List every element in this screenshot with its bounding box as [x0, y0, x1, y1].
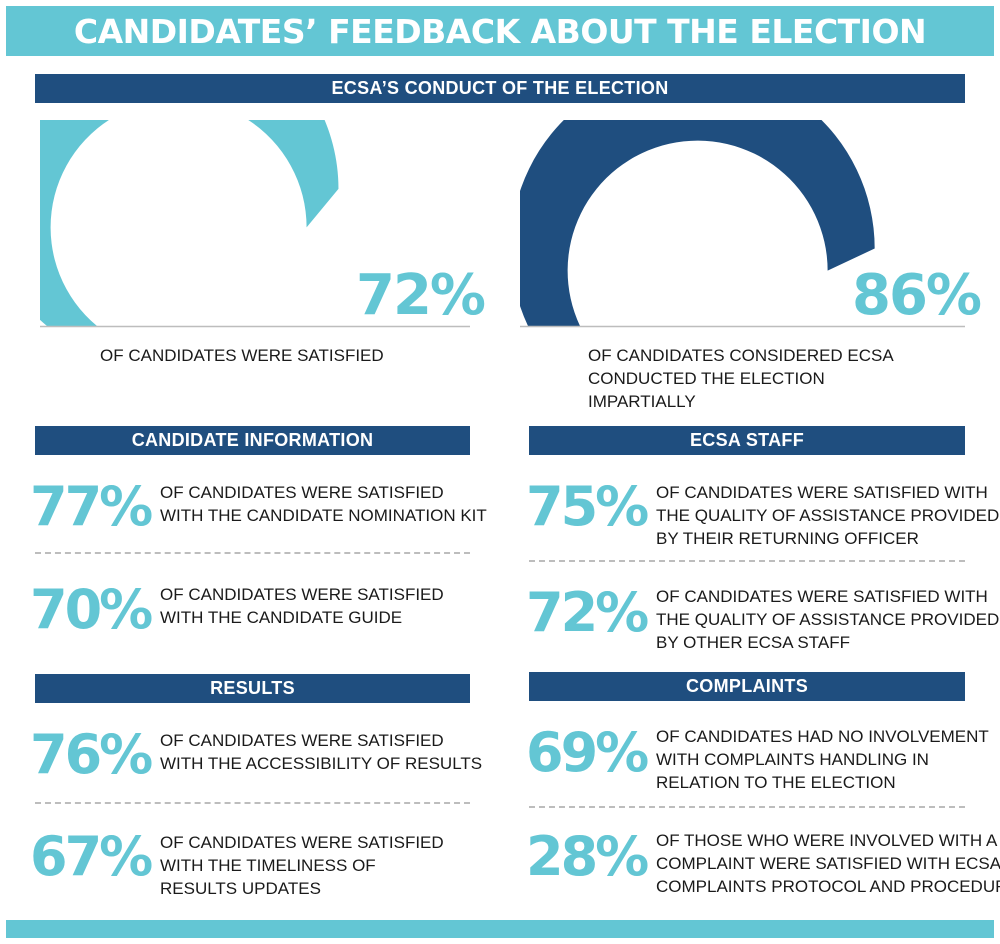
gauge-satisfied-caption: OF CANDIDATES WERE SATISFIED [100, 346, 384, 365]
gauge-satisfied-percent: 72% [356, 263, 486, 328]
divider [35, 552, 470, 554]
gauge-arc [520, 120, 875, 326]
gauge-impartial [520, 120, 965, 328]
stat-description: OF CANDIDATES WERE SATISFIED WITH THE QU… [656, 587, 1000, 652]
infographic-title: CANDIDATES’ FEEDBACK ABOUT THE ELECTION [73, 11, 927, 51]
stat-description: OF CANDIDATES WERE SATISFIED WITH THE CA… [160, 585, 444, 627]
stat-percent: 77% [30, 475, 153, 538]
stat-percent: 75% [526, 475, 649, 538]
section-heading-ecsa-staff: ECSA STAFF [529, 426, 965, 455]
stat-percent: 70% [30, 578, 153, 641]
section-heading-results: RESULTS [35, 674, 470, 703]
stat-percent: 72% [526, 581, 649, 644]
stat-percent: 76% [30, 723, 153, 786]
gauge-impartial-caption: OF CANDIDATES CONSIDERED ECSA CONDUCTED … [588, 346, 893, 411]
infographic-title-bar: CANDIDATES’ FEEDBACK ABOUT THE ELECTION [6, 6, 994, 56]
footer-bar [6, 920, 994, 938]
gauge-arc [40, 120, 339, 326]
stat-percent: 28% [526, 825, 649, 888]
stat-description: OF CANDIDATES WERE SATISFIED WITH THE AC… [160, 731, 483, 773]
stat-description: OF CANDIDATES WERE SATISFIED WITH THE QU… [656, 483, 1000, 548]
divider [35, 802, 470, 804]
section-heading-complaints: COMPLAINTS [529, 672, 965, 701]
stat-description: OF CANDIDATES WERE SATISFIED WITH THE CA… [160, 483, 487, 525]
section-heading-conduct: ECSA’S CONDUCT OF THE ELECTION [35, 74, 965, 103]
gauge-satisfied [40, 120, 470, 328]
stat-description: OF THOSE WHO WERE INVOLVED WITH A COMPLA… [656, 831, 1000, 896]
stat-percent: 67% [30, 825, 153, 888]
gauge-impartial-percent: 86% [852, 263, 982, 328]
stat-description: OF CANDIDATES WERE SATISFIED WITH THE TI… [160, 833, 444, 898]
section-heading-candidate-information: CANDIDATE INFORMATION [35, 426, 470, 455]
stat-percent: 69% [526, 721, 649, 784]
stat-description: OF CANDIDATES HAD NO INVOLVEMENT WITH CO… [656, 727, 989, 792]
divider [529, 560, 965, 562]
divider [529, 806, 965, 808]
